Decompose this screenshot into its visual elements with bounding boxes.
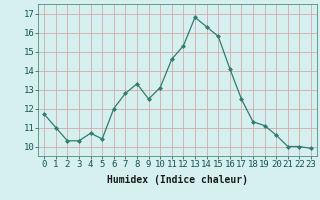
X-axis label: Humidex (Indice chaleur): Humidex (Indice chaleur) xyxy=(107,175,248,185)
